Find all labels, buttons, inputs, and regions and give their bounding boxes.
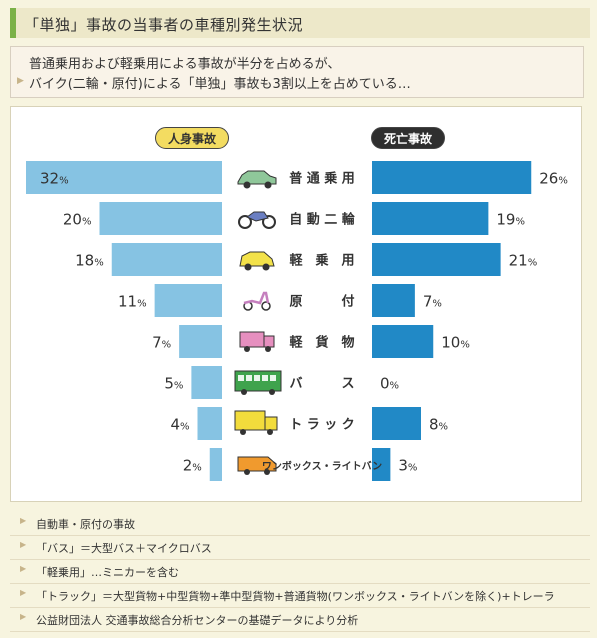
note-item: ▶ 「軽乗用」…ミニカーを含む [10,560,590,584]
bar-injury [99,202,222,235]
data-label-fatal: 3% [398,457,417,475]
summary-box: ▶ 普通乗用および軽乗用による事故が半分を占めるが、 バイク(二輪・原付)による… [10,46,584,98]
bar-injury [26,161,222,194]
note-item: ▶ 公益財団法人 交通事故総合分析センターの基礎データにより分析 [10,608,590,632]
chart-row: 4% 8% ト ラ ッ ク [170,407,448,440]
category-label: バ ス [289,377,354,392]
category-label: ト ラ ッ ク [289,418,355,433]
chart-row: 20% 19% 自 動 二 輪 [63,202,525,235]
bar-injury [197,407,222,440]
bullet-icon: ▶ [20,612,27,621]
chart-row: 7% 10% 軽 貨 物 [152,325,470,358]
data-label-fatal: 0% [380,375,399,393]
page-title-text: 「単独」事故の当事者の車種別発生状況 [24,16,304,34]
summary-line-2: バイク(二輪・原付)による「単独」事故も3割以上を占めている… [29,77,411,92]
bar-injury [191,366,222,399]
chart-row: 32% 26% 普 通 乗 用 [26,161,568,194]
data-label-fatal: 10% [441,334,470,352]
bar-injury [111,243,222,276]
car-icon [237,170,277,189]
bar-fatal [372,161,532,194]
category-label: 自 動 二 輪 [289,212,356,228]
data-label-injury: 20% [63,211,92,229]
note-item: ▶ 自動車・原付の事故 [10,512,590,536]
page-title: 「単独」事故の当事者の車種別発生状況 [10,8,590,38]
bus-icon [234,370,282,395]
bullet-icon: ▶ [20,540,27,549]
bar-fatal [372,407,421,440]
note-item: ▶ 「バス」＝大型バス＋マイクロバス [10,536,590,560]
bullet-icon: ▶ [17,76,24,86]
bar-fatal [372,448,391,481]
chart-row: 2% 3% ワンボックス・ライトバン [183,448,417,481]
bar-injury [209,448,222,481]
bar-fatal [372,325,434,358]
data-label-fatal: 7% [423,293,442,311]
data-label-fatal: 26% [539,170,568,188]
category-label: 軽 貨 物 [289,335,354,351]
bullet-icon: ▶ [20,564,27,573]
data-label-injury: 2% [183,457,202,475]
scooter-icon [243,291,271,311]
bar-injury [154,284,222,317]
notes-list: ▶ 自動車・原付の事故 ▶ 「バス」＝大型バス＋マイクロバス ▶ 「軽乗用」…ミニカー… [10,512,590,632]
chart-row: 11% 7% 原 付 [118,284,442,317]
bullet-icon: ▶ [20,516,27,525]
bar-injury [179,325,222,358]
data-label-injury: 4% [170,416,189,434]
data-label-injury: 32% [40,170,69,188]
summary-line-1: 普通乗用および軽乗用による事故が半分を占めるが、 [29,57,341,72]
legend-injury: 人身事故 [155,127,229,149]
category-label: 軽 乗 用 [289,253,354,269]
category-label: ワンボックス・ライトバン [262,460,382,473]
bar-fatal [372,243,501,276]
category-label: 普 通 乗 用 [289,171,355,187]
data-label-injury: 7% [152,334,171,352]
data-label-injury: 5% [164,375,183,393]
kei-truck-icon [239,331,275,352]
van-icon [237,456,277,475]
legend-fatal: 死亡事故 [371,127,445,149]
data-label-fatal: 8% [429,416,448,434]
motorcycle-icon [238,211,276,229]
kei-car-icon [239,251,275,271]
data-label-fatal: 21% [509,252,538,270]
truck-icon [234,410,278,435]
data-label-injury: 18% [75,252,104,270]
bullet-icon: ▶ [20,588,27,597]
chart-row: 5% 0% バ ス [164,366,399,399]
bar-fatal [372,284,415,317]
chart-row: 18% 21% 軽 乗 用 [75,243,537,276]
data-label-injury: 11% [118,293,147,311]
bar-fatal [372,202,489,235]
data-label-fatal: 19% [496,211,525,229]
category-label: 原 付 [289,294,354,310]
note-item: ▶ 「トラック」＝大型貨物+中型貨物+準中型貨物+普通貨物(ワンボックス・ライトバ… [10,584,590,608]
